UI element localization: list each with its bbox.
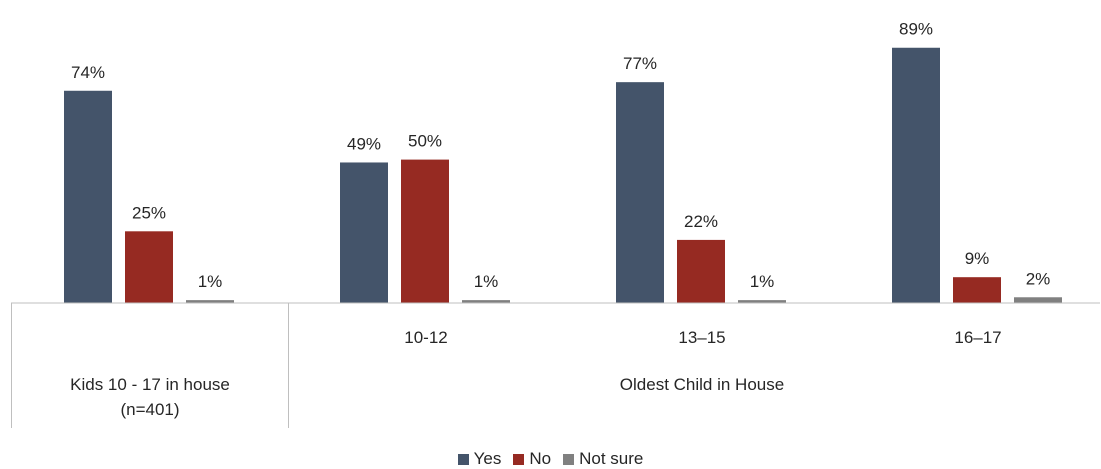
data-label: 1% <box>198 272 223 291</box>
legend-item: No <box>513 449 551 469</box>
group-label-kids: (n=401) <box>120 400 179 419</box>
bar-not-sure-1 <box>186 300 234 303</box>
legend-swatch <box>457 453 469 465</box>
category-label: 13–15 <box>678 328 725 347</box>
chart-legend: Yes No Not sure <box>0 449 1101 469</box>
data-label: 50% <box>408 132 442 151</box>
legend-swatch <box>563 453 575 465</box>
legend-item: Not sure <box>563 449 643 469</box>
bar-yes-2 <box>340 162 388 303</box>
data-label: 89% <box>899 20 933 39</box>
bar-no-3 <box>677 239 725 303</box>
bar-no-2 <box>401 159 449 303</box>
data-label: 9% <box>965 249 990 268</box>
legend-label: Not sure <box>579 449 644 468</box>
data-label: 22% <box>684 212 718 231</box>
bar-not-sure-3 <box>738 300 786 303</box>
category-label: 16–17 <box>954 328 1001 347</box>
bar-not-sure-4 <box>1014 297 1062 303</box>
legend-label: No <box>529 449 552 468</box>
data-label: 77% <box>623 54 657 73</box>
legend-item: Yes <box>457 449 502 469</box>
bar-not-sure-2 <box>462 300 510 303</box>
data-label: 1% <box>750 272 775 291</box>
bar-yes-1 <box>64 90 112 303</box>
data-label: 1% <box>474 272 499 291</box>
legend-swatch <box>513 453 525 465</box>
group-label-oldest-child: Oldest Child in House <box>620 375 784 394</box>
data-label: 49% <box>347 134 381 153</box>
data-label: 2% <box>1026 269 1051 288</box>
legend-label: Yes <box>473 449 502 468</box>
data-label: 74% <box>71 63 105 82</box>
bar-chart: 74% 49% 77% 89% 25% 50% 22% 9% 1% 1% 1% 2% 10-12 13–1… <box>11 20 1100 428</box>
data-label: 25% <box>132 203 166 222</box>
bar-yes-4 <box>892 47 940 303</box>
category-label: 10-12 <box>404 328 447 347</box>
bar-no-4 <box>953 277 1001 303</box>
bar-no-1 <box>125 231 173 303</box>
group-label-kids: Kids 10 - 17 in house <box>70 375 230 394</box>
bar-yes-3 <box>616 82 664 303</box>
